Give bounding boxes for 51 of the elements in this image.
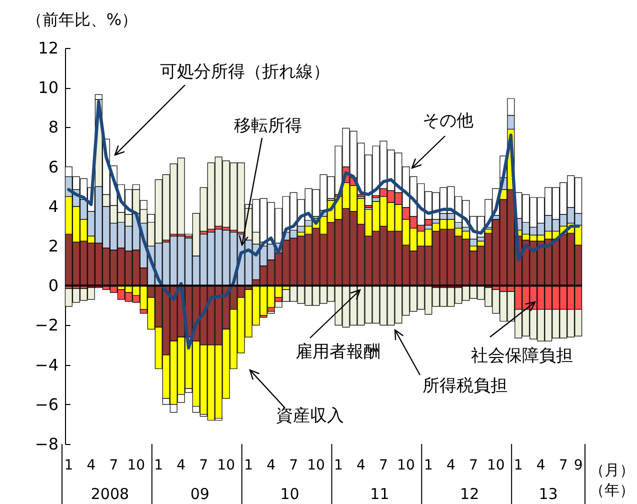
y-tick-label: 2 (48, 236, 58, 256)
x-tick-label: 10 (486, 458, 505, 474)
x-tick-label: 1 (64, 458, 74, 474)
x-tick-label: 7 (468, 458, 478, 474)
x-tick-label: 7 (379, 458, 388, 474)
x-tick-label: 7 (289, 458, 298, 474)
y-tick-label: −2 (34, 316, 58, 335)
y-tick-label: −6 (34, 394, 58, 414)
y-tick-label: −4 (34, 355, 58, 374)
text: 所得税負担 (422, 376, 508, 396)
text: 可処分所得（折れ線） (160, 62, 330, 82)
x-tick-label: 4 (86, 458, 96, 474)
y-tick-label: 6 (48, 157, 58, 176)
y-tick-label: 10 (38, 78, 58, 98)
x-tick-label: 9 (574, 458, 583, 474)
x-tick-label: 4 (356, 458, 366, 474)
text: 雇用者報酬 (296, 342, 380, 362)
x-tick-label: 1 (514, 458, 523, 474)
x-axis-title: （月） (590, 461, 634, 479)
x-tick-label: 4 (446, 458, 456, 474)
text: 2008 (90, 485, 130, 503)
x-tick-label: 7 (558, 458, 568, 474)
text: 10 (280, 485, 300, 503)
y-axis-title: （前年比、%） (26, 10, 138, 29)
legend-label: 社会保障負担 (471, 346, 573, 366)
x-tick-label: 4 (176, 458, 186, 474)
y-tick-label: 0 (48, 276, 58, 296)
text: （年） (590, 481, 634, 499)
x-tick-label: 1 (154, 458, 164, 474)
series-label: その他 (422, 111, 474, 131)
text: 13 (538, 485, 558, 503)
text: 移転所得 (234, 116, 302, 136)
x-tick-label: 4 (536, 458, 546, 474)
y-tick-label: 4 (48, 196, 58, 216)
x-tick-label: 10 (217, 458, 235, 474)
text: 11 (370, 485, 390, 503)
y-tick-label: 12 (38, 38, 58, 58)
x-tick-label: 4 (266, 458, 276, 474)
legend-label: 資産収入 (276, 406, 344, 426)
x-tick-label: 7 (109, 458, 118, 474)
text: 09 (190, 485, 210, 503)
x-tick-label: 10 (307, 458, 325, 474)
x-tick-label: 10 (127, 458, 146, 474)
x-tick-label: 1 (334, 458, 343, 474)
y-tick-label: −8 (34, 434, 58, 454)
x-tick-label: 7 (199, 458, 208, 474)
x-tick-label: 1 (244, 458, 254, 474)
y-tick-label: 8 (48, 118, 58, 137)
x-tick-label: 1 (424, 458, 433, 474)
text: 12 (460, 485, 480, 503)
x-tick-label: 10 (397, 458, 415, 474)
